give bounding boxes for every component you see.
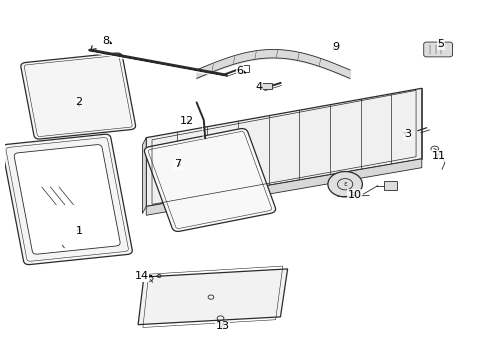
FancyBboxPatch shape	[21, 53, 135, 139]
Text: 5: 5	[437, 39, 444, 49]
FancyBboxPatch shape	[384, 181, 396, 190]
Text: 4: 4	[255, 81, 262, 91]
FancyBboxPatch shape	[261, 83, 272, 89]
Text: 14: 14	[134, 271, 148, 281]
Text: 9: 9	[331, 42, 338, 51]
FancyBboxPatch shape	[14, 145, 120, 254]
Polygon shape	[138, 269, 287, 325]
Text: 8: 8	[102, 36, 109, 46]
Text: 10: 10	[347, 190, 361, 200]
Polygon shape	[146, 88, 421, 207]
Text: 3: 3	[403, 129, 410, 139]
Text: 7: 7	[174, 159, 181, 169]
Text: 11: 11	[431, 151, 445, 161]
Text: 14: 14	[134, 271, 148, 281]
Polygon shape	[142, 138, 146, 213]
Circle shape	[327, 171, 362, 197]
FancyBboxPatch shape	[237, 65, 249, 72]
Text: 6: 6	[236, 66, 243, 76]
Text: 12: 12	[180, 116, 194, 126]
FancyBboxPatch shape	[2, 134, 132, 265]
FancyBboxPatch shape	[423, 42, 451, 57]
Text: 13: 13	[216, 321, 229, 332]
Text: ε: ε	[343, 181, 346, 187]
Polygon shape	[146, 159, 421, 215]
FancyBboxPatch shape	[144, 129, 275, 231]
Text: 2: 2	[76, 98, 82, 107]
Text: 1: 1	[76, 226, 82, 236]
